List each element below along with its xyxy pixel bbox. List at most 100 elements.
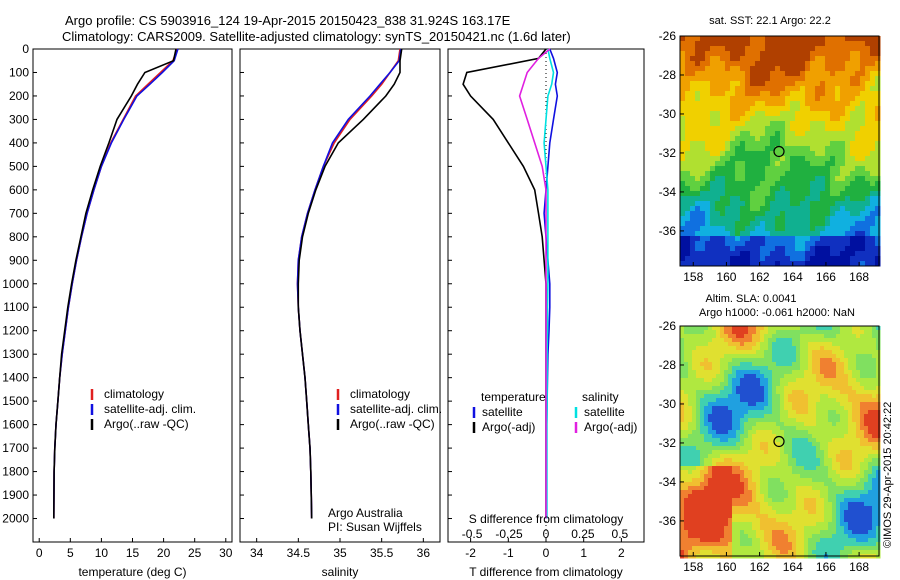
map-cell (810, 181, 816, 187)
map-cell (776, 446, 781, 451)
map-cell (764, 450, 769, 455)
map-cell (800, 330, 805, 335)
map-cell (755, 261, 761, 267)
map-cell (812, 534, 817, 539)
map-cell (684, 486, 689, 491)
map-cell (784, 538, 789, 543)
map-cell (876, 338, 881, 343)
map-cell (780, 236, 786, 242)
map-cell (872, 334, 877, 339)
map-cell (772, 530, 777, 535)
map-cell (872, 394, 877, 399)
map-cell (785, 86, 791, 92)
map-cell (820, 36, 826, 42)
map-cell (752, 446, 757, 451)
map-cell (732, 522, 737, 527)
map-cell (870, 41, 876, 47)
map-cell (844, 498, 849, 503)
map-cell (690, 226, 696, 232)
map-cell (730, 246, 736, 252)
map-cell (870, 121, 876, 127)
map-cell (760, 166, 766, 172)
map-cell (850, 136, 856, 142)
map-cell (832, 430, 837, 435)
y-tick-label: 800 (9, 230, 29, 244)
map-cell (772, 526, 777, 531)
map-cell (705, 186, 711, 192)
map-cell (852, 422, 857, 427)
map-cell (875, 231, 881, 237)
map-cell (830, 146, 836, 152)
map-cell (725, 141, 731, 147)
map-cell (736, 510, 741, 515)
map-cell (808, 522, 813, 527)
map-cell (876, 466, 881, 471)
map-cell (755, 101, 761, 107)
series-line-argo-adj- (518, 48, 551, 519)
map-cell (844, 358, 849, 363)
map-cell (700, 246, 706, 252)
map-cell (680, 226, 686, 232)
map-cell (736, 398, 741, 403)
map-cell (876, 382, 881, 387)
map-cell (852, 354, 857, 359)
map-cell (815, 46, 821, 52)
map-cell (795, 211, 801, 217)
map-cell (860, 414, 865, 419)
map-cell (824, 410, 829, 415)
map-cell (760, 414, 765, 419)
map-cell (828, 542, 833, 547)
map-cell (876, 490, 881, 495)
map-cell (724, 414, 729, 419)
map-cell (716, 430, 721, 435)
map-cell (680, 382, 685, 387)
map-cell (685, 251, 691, 257)
map-cell (840, 334, 845, 339)
map-cell (770, 166, 776, 172)
map-cell (825, 256, 831, 262)
map-cell (720, 426, 725, 431)
map-cell (705, 106, 711, 112)
y-tick-label: -36 (659, 514, 677, 528)
map-cell (840, 156, 846, 162)
map-cell (875, 76, 881, 82)
map-cell (830, 151, 836, 157)
map-cell (740, 246, 746, 252)
map-cell (740, 414, 745, 419)
map-cell (808, 430, 813, 435)
map-cell (756, 414, 761, 419)
map-cell (680, 86, 686, 92)
map-cell (760, 550, 765, 555)
map-cell (810, 191, 816, 197)
map-cell (755, 236, 761, 242)
map-cell (812, 358, 817, 363)
map-cell (810, 121, 816, 127)
map-cell (870, 106, 876, 112)
map-cell (725, 221, 731, 227)
map-cell (765, 221, 771, 227)
x-tick-label: -2 (465, 546, 476, 560)
map-cell (705, 156, 711, 162)
map-cell (780, 261, 786, 267)
map-cell (812, 406, 817, 411)
map-cell (720, 450, 725, 455)
map-cell (845, 221, 851, 227)
map-cell (855, 66, 861, 72)
map-cell (680, 374, 685, 379)
map-cell (724, 522, 729, 527)
map-cell (800, 398, 805, 403)
map-cell (850, 256, 856, 262)
map-cell (840, 390, 845, 395)
map-cell (804, 482, 809, 487)
map-cell (720, 394, 725, 399)
map-cell (795, 151, 801, 157)
map-cell (796, 434, 801, 439)
map-cell (700, 46, 706, 52)
map-cell (850, 166, 856, 172)
map-cell (690, 146, 696, 152)
map-cell (812, 442, 817, 447)
map-cell (772, 550, 777, 555)
map-cell (748, 430, 753, 435)
map-cell (728, 418, 733, 423)
map-cell (680, 446, 685, 451)
